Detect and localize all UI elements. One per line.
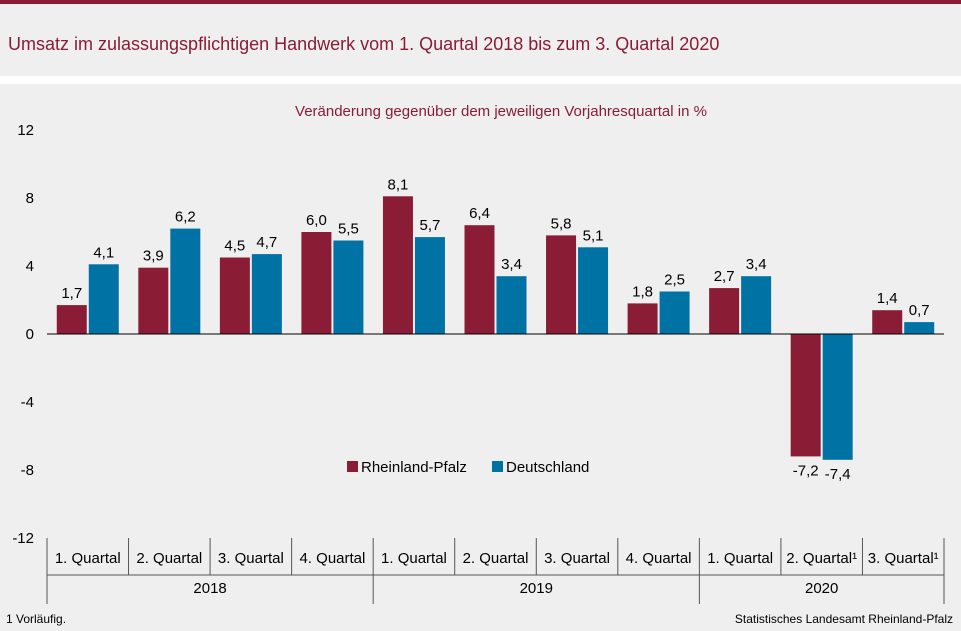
data-label: -7,4 [825, 466, 851, 483]
year-label: 2020 [805, 580, 838, 597]
x-tick-label: 2. Quartal [463, 550, 529, 567]
data-label: 6,2 [175, 209, 196, 226]
bar-rheinland-pfalz [546, 235, 577, 334]
x-tick-label: 3. Quartal [544, 550, 610, 567]
bar-rheinland-pfalz [382, 196, 413, 334]
data-label: 3,4 [501, 256, 522, 273]
bar-deutschland [578, 247, 609, 334]
legend-label: Deutschland [506, 459, 589, 476]
bar-rheinland-pfalz [138, 267, 169, 334]
chart-title: Umsatz im zulassungspflichtigen Handwerk… [8, 34, 720, 54]
y-tick-label: 8 [26, 190, 34, 207]
bar-deutschland [822, 334, 853, 460]
x-tick-label: 4. Quartal [626, 550, 692, 567]
x-tick-label: 1. Quartal [707, 550, 773, 567]
y-tick-label: -4 [21, 394, 34, 411]
year-label: 2018 [193, 580, 226, 597]
data-label: 5,1 [583, 227, 604, 244]
data-label: 0,7 [909, 302, 930, 319]
data-label: 2,7 [714, 268, 735, 285]
legend-label: Rheinland-Pfalz [361, 459, 467, 476]
x-tick-label: 3. Quartal¹ [868, 550, 939, 567]
bar-rheinland-pfalz [301, 232, 332, 334]
data-label: 3,4 [746, 256, 767, 273]
bar-rheinland-pfalz [219, 257, 250, 334]
data-label: 1,7 [61, 285, 82, 302]
y-tick-label: -8 [21, 462, 34, 479]
data-label: 4,7 [256, 234, 277, 251]
data-label: 3,9 [143, 248, 164, 265]
data-label: 8,1 [388, 176, 409, 193]
y-tick-label: -12 [12, 530, 34, 547]
year-label: 2019 [520, 580, 553, 597]
x-tick-label: 3. Quartal [218, 550, 284, 567]
bar-rheinland-pfalz [464, 225, 495, 334]
data-label: -7,2 [793, 462, 819, 479]
source-note: Statistisches Landesamt Rheinland-Pfalz [734, 612, 953, 626]
data-label: 5,5 [338, 221, 359, 238]
bar-deutschland [251, 254, 282, 334]
header-bar: Umsatz im zulassungspflichtigen Handwerk… [0, 4, 961, 76]
data-label: 5,7 [420, 217, 441, 234]
data-label: 2,5 [664, 272, 685, 289]
data-label: 1,8 [632, 283, 653, 300]
data-label: 4,1 [93, 244, 114, 261]
x-tick-label: 1. Quartal [55, 550, 121, 567]
y-tick-label: 0 [26, 326, 34, 343]
chart-subtitle: Veränderung gegenüber dem jeweiligen Vor… [295, 103, 707, 120]
data-label: 5,8 [551, 215, 572, 232]
bar-rheinland-pfalz [872, 310, 903, 334]
legend-swatch-rheinland-pfalz [347, 461, 358, 472]
bar-deutschland [170, 228, 201, 334]
bar-rheinland-pfalz [56, 305, 87, 334]
x-tick-label: 4. Quartal [299, 550, 365, 567]
x-tick-label: 2. Quartal [136, 550, 202, 567]
footnote: 1 Vorläufig. [6, 612, 67, 626]
bar-deutschland [904, 322, 935, 334]
y-tick-label: 4 [26, 258, 34, 275]
x-tick-label: 1. Quartal [381, 550, 447, 567]
bar-rheinland-pfalz [627, 303, 658, 334]
top-rule [0, 0, 961, 4]
x-tick-label: 2. Quartal¹ [786, 550, 857, 567]
bar-deutschland [659, 291, 690, 334]
bar-rheinland-pfalz [790, 334, 821, 457]
bar-deutschland [496, 276, 527, 334]
data-label: 6,4 [469, 205, 490, 222]
bar-deutschland [414, 237, 445, 334]
bar-deutschland [741, 276, 772, 334]
bar-rheinland-pfalz [709, 288, 740, 334]
y-tick-label: 12 [17, 122, 34, 139]
bar-deutschland [88, 264, 119, 334]
legend-swatch-deutschland [492, 461, 503, 472]
data-label: 4,5 [224, 238, 245, 255]
data-label: 6,0 [306, 212, 327, 229]
bar-deutschland [333, 240, 364, 334]
data-label: 1,4 [877, 290, 898, 307]
